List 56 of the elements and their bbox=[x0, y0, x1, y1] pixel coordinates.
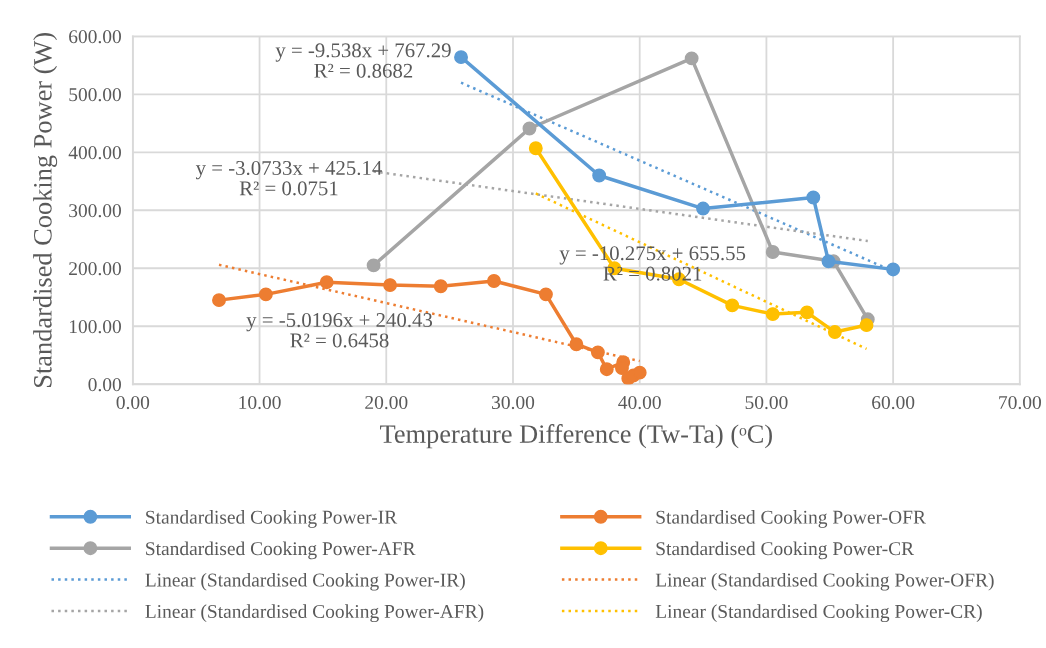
annotation: y = -5.0196x + 240.43 R² = 0.6458 bbox=[246, 313, 433, 348]
point bbox=[366, 258, 381, 273]
point bbox=[599, 362, 614, 377]
point bbox=[487, 274, 501, 288]
legend-label: Linear (Standardised Cooking Power-AFR) bbox=[145, 604, 484, 623]
x-tick-label: 10.00 bbox=[239, 395, 281, 410]
point bbox=[806, 190, 821, 205]
point bbox=[800, 305, 814, 320]
y-tick-label: 500.00 bbox=[69, 88, 121, 102]
x-tick-label: 40.00 bbox=[618, 395, 661, 410]
point bbox=[765, 307, 780, 322]
point bbox=[765, 245, 780, 259]
point bbox=[433, 279, 448, 294]
legend-label: Standardised Cooking Power-AFR bbox=[146, 541, 416, 560]
legend-label: Linear (Standardised Cooking Power-IR) bbox=[145, 572, 465, 591]
y-tick-label: 100.00 bbox=[69, 320, 121, 334]
point bbox=[827, 325, 842, 340]
point bbox=[592, 168, 607, 183]
y-tick-label: 200.00 bbox=[69, 262, 121, 276]
point bbox=[258, 287, 273, 302]
point bbox=[569, 337, 584, 352]
annotation: y = -3.0733x + 425.14 R² = 0.0751 bbox=[195, 160, 382, 196]
legend-label: Standardised Cooking Power-CR bbox=[656, 541, 915, 560]
point bbox=[590, 345, 605, 360]
x-tick-label: 0.00 bbox=[116, 395, 150, 410]
x-axis-title: Temperature Difference (Tw-Ta) (ᵒC) bbox=[380, 424, 772, 449]
point bbox=[383, 278, 398, 293]
point bbox=[859, 318, 874, 333]
x-tick-label: 70.00 bbox=[999, 395, 1041, 410]
legend-label: Standardised Cooking Power-OFR bbox=[656, 510, 926, 528]
point bbox=[615, 361, 629, 375]
x-tick-label: 30.00 bbox=[492, 395, 535, 410]
legend-label: Linear (Standardised Cooking Power-OFR) bbox=[655, 572, 994, 591]
point bbox=[538, 287, 553, 302]
y-tick-label: 600.00 bbox=[69, 30, 121, 44]
point bbox=[684, 51, 699, 66]
x-tick-label: 20.00 bbox=[365, 395, 408, 410]
x-tick-label: 60.00 bbox=[872, 395, 915, 410]
point bbox=[454, 50, 468, 65]
point bbox=[528, 141, 543, 156]
x-tick-label: 50.00 bbox=[745, 395, 788, 410]
point bbox=[632, 365, 647, 380]
annotation: y = -9.538x + 767.29 R² = 0.8682 bbox=[275, 43, 451, 78]
legend-label: Standardised Cooking Power-IR bbox=[146, 510, 398, 528]
point bbox=[725, 298, 740, 313]
y-tick-label: 0.00 bbox=[88, 378, 121, 392]
point bbox=[212, 293, 226, 308]
y-axis-title: Standardised Cooking Power (W) bbox=[33, 32, 58, 387]
point bbox=[696, 201, 711, 216]
y-tick-label: 400.00 bbox=[68, 146, 121, 160]
point bbox=[821, 254, 836, 269]
legend-label: Linear (Standardised Cooking Power-CR) bbox=[655, 604, 982, 623]
y-tick-label: 300.00 bbox=[69, 204, 121, 218]
point bbox=[319, 275, 334, 290]
point bbox=[522, 121, 537, 136]
point bbox=[886, 262, 901, 277]
